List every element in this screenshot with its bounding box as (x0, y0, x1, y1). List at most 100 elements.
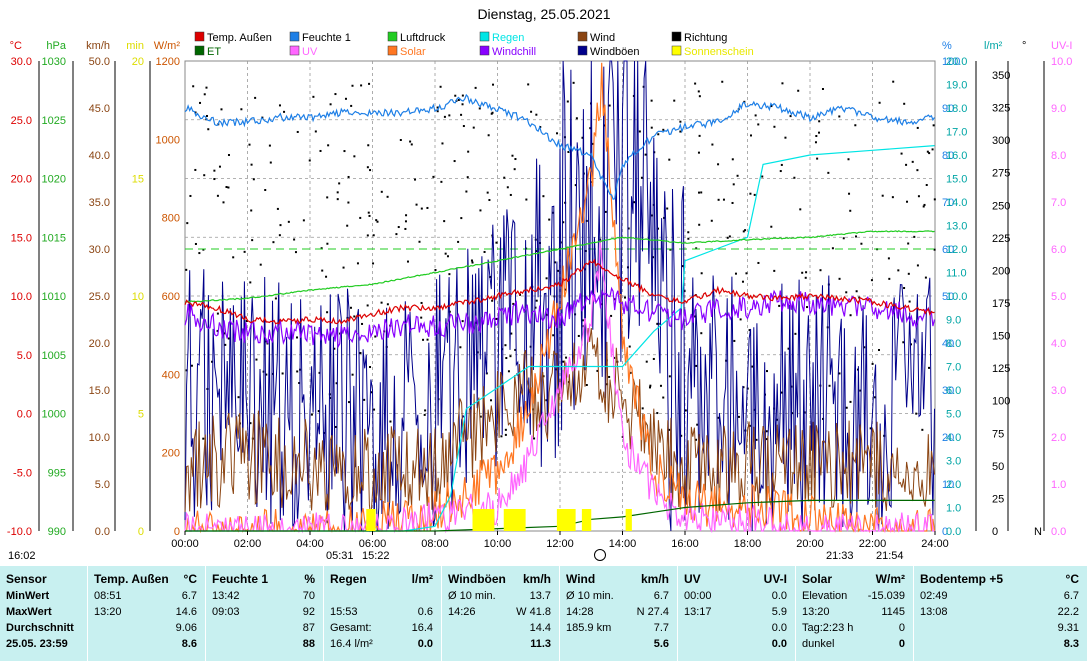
direction-point (819, 269, 822, 272)
direction-point (185, 268, 188, 271)
direction-point (474, 86, 477, 89)
direction-point (562, 360, 565, 363)
direction-point (409, 140, 412, 143)
table-cell-label: Ø 10 min. (448, 590, 496, 602)
direction-point (321, 269, 324, 272)
direction-point (585, 219, 588, 222)
direction-point (921, 428, 924, 431)
table-header: Solar (802, 572, 833, 586)
direction-point (360, 84, 363, 87)
plot-series (184, 60, 936, 534)
direction-point (216, 329, 219, 332)
direction-point (369, 366, 372, 369)
direction-point (361, 322, 364, 325)
direction-point (205, 114, 208, 117)
table-column: Wind km/h Ø 10 min. 6.7 14:28 N 27.4 185.9 km 7… (560, 566, 678, 661)
direction-point (845, 291, 848, 294)
direction-point (748, 424, 751, 427)
direction-point (773, 269, 776, 272)
direction-point (732, 183, 735, 186)
legend-swatch (194, 31, 205, 42)
direction-point (855, 235, 858, 238)
x-tick-label: 12:00 (546, 538, 574, 548)
direction-point (915, 412, 918, 415)
direction-point (366, 234, 369, 237)
direction-point (577, 334, 580, 337)
left-axis-tick: 1010 (42, 291, 66, 303)
direction-point (831, 247, 834, 250)
direction-point (350, 104, 353, 107)
table-cell-value: 88 (302, 638, 315, 650)
direction-point (717, 163, 720, 166)
direction-point (535, 113, 538, 116)
direction-point (780, 163, 783, 166)
direction-point (551, 211, 554, 214)
direction-point (656, 322, 659, 325)
direction-point (888, 277, 891, 280)
left-axis-tick: 25.0 (89, 291, 110, 303)
left-axis-tick: 35.0 (89, 197, 110, 209)
table-header: Wind (566, 572, 596, 586)
direction-point (887, 257, 890, 260)
legend-swatch (194, 45, 205, 56)
direction-point (749, 134, 752, 137)
right-axis-tick: 17.0 (946, 127, 967, 139)
direction-point (461, 94, 464, 97)
direction-point (748, 329, 751, 332)
direction-point (298, 382, 301, 385)
direction-point (264, 189, 267, 192)
direction-point (478, 107, 481, 110)
direction-point (650, 99, 653, 102)
table-cell-value: 0 (898, 622, 905, 634)
right-axis-tick: 8.0 (946, 338, 961, 350)
direction-point (567, 151, 570, 154)
left-axis-tick: 400 (162, 369, 180, 381)
series-line (185, 62, 936, 534)
table-cell-value: 0.0 (771, 622, 787, 634)
left-axis-tick: 40.0 (89, 150, 110, 162)
table-cell-label: 13:17 (684, 606, 712, 618)
direction-point (500, 435, 503, 438)
direction-point (426, 338, 429, 341)
right-axis-tick: 14.0 (946, 197, 967, 209)
left-axis-tick: 600 (162, 291, 180, 303)
right-axis-tick: 7.0 (1051, 197, 1066, 209)
direction-point (274, 297, 277, 300)
direction-point (717, 198, 720, 201)
direction-point (504, 428, 507, 431)
direction-point (697, 90, 700, 93)
sun-strip: 16:02 05:31 15:22 21:33 21:54 (0, 548, 1088, 566)
direction-point (726, 236, 729, 239)
direction-point (318, 371, 321, 374)
direction-point (673, 99, 676, 102)
direction-point (683, 290, 686, 293)
direction-point (717, 416, 720, 419)
direction-point (441, 142, 444, 145)
table-cell-label: 09:03 (212, 606, 240, 618)
direction-point (924, 276, 927, 279)
direction-point (370, 391, 373, 394)
direction-point (753, 193, 756, 196)
direction-point (881, 194, 884, 197)
direction-point (681, 265, 684, 268)
direction-point (320, 247, 323, 250)
direction-point (325, 275, 328, 278)
direction-point (248, 143, 251, 146)
table-cell-label: 13:20 (94, 606, 122, 618)
direction-point (757, 261, 760, 264)
series-line (184, 286, 936, 349)
direction-point (418, 240, 421, 243)
direction-point (627, 227, 630, 230)
direction-point (202, 437, 205, 440)
direction-point (733, 339, 736, 342)
direction-point (186, 222, 189, 225)
direction-point (509, 355, 512, 358)
direction-point (737, 415, 740, 418)
direction-point (700, 332, 703, 335)
direction-point (751, 365, 754, 368)
table-header: Sensor (6, 572, 47, 586)
direction-point (420, 316, 423, 319)
direction-point (194, 168, 197, 171)
right-axis-tick: 90 (942, 103, 954, 115)
direction-point (199, 101, 202, 104)
